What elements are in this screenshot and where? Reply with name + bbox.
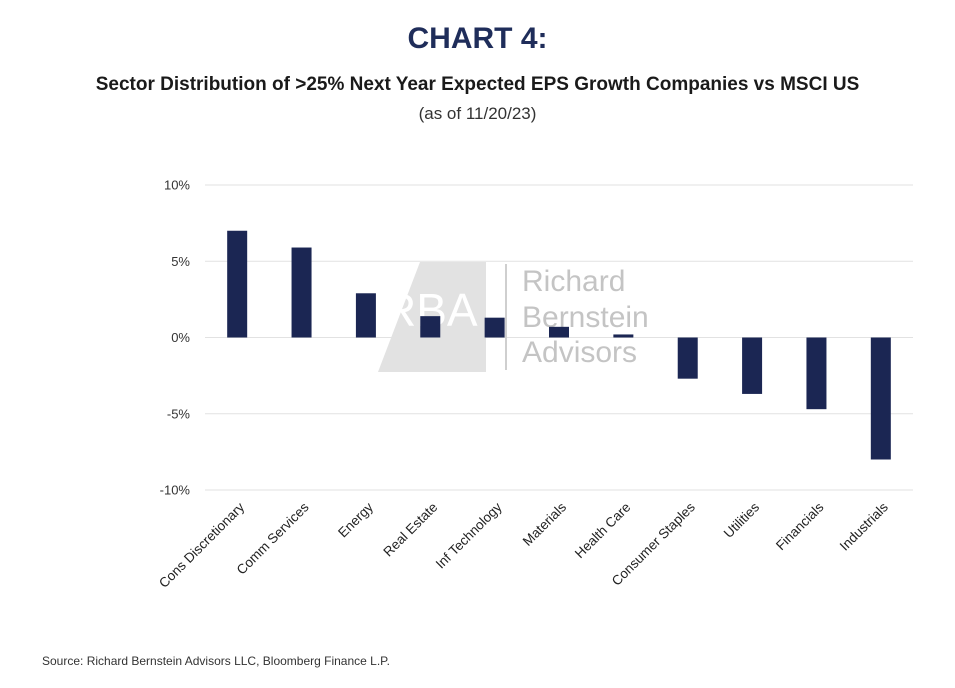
bar <box>870 337 891 460</box>
category-label: Inf Technology <box>433 499 505 571</box>
bar <box>613 334 634 338</box>
bars <box>227 230 891 460</box>
bar <box>549 326 569 338</box>
as-of-date: (as of 11/20/23) <box>418 104 537 123</box>
bar <box>484 317 505 338</box>
bar <box>742 337 763 394</box>
bar <box>420 316 441 338</box>
category-label: Materials <box>520 499 570 549</box>
watermark-line-2: Bernstein <box>522 301 649 334</box>
y-tick-label: 0% <box>171 330 190 345</box>
y-tick-label: -10% <box>160 483 191 498</box>
bar <box>806 337 827 410</box>
bar <box>291 247 312 338</box>
category-label: Cons Discretionary <box>156 499 247 590</box>
category-label: Financials <box>773 499 827 553</box>
bar <box>355 293 376 338</box>
bar <box>227 230 248 338</box>
watermark-line-1: Richard <box>522 265 625 298</box>
watermark-line-3: Advisors <box>522 336 637 369</box>
category-label: Industrials <box>837 499 891 553</box>
y-axis-ticks: 10% 5% 0% -5% -10% <box>160 178 191 498</box>
chart-subtitle: Sector Distribution of >25% Next Year Ex… <box>95 74 860 95</box>
y-tick-label: 10% <box>164 178 190 193</box>
category-label: Real Estate <box>380 500 440 560</box>
chart-heading: CHART 4: <box>407 22 548 55</box>
category-label: Energy <box>335 499 376 540</box>
y-tick-label: 5% <box>171 254 190 269</box>
source-note: Source: Richard Bernstein Advisors LLC, … <box>42 654 390 668</box>
category-label: Health Care <box>572 500 634 562</box>
category-label: Utilities <box>721 499 763 541</box>
bar <box>677 337 698 379</box>
watermark-logo: RBA Richard Bernstein Advisors <box>378 262 649 372</box>
y-tick-label: -5% <box>167 406 191 421</box>
